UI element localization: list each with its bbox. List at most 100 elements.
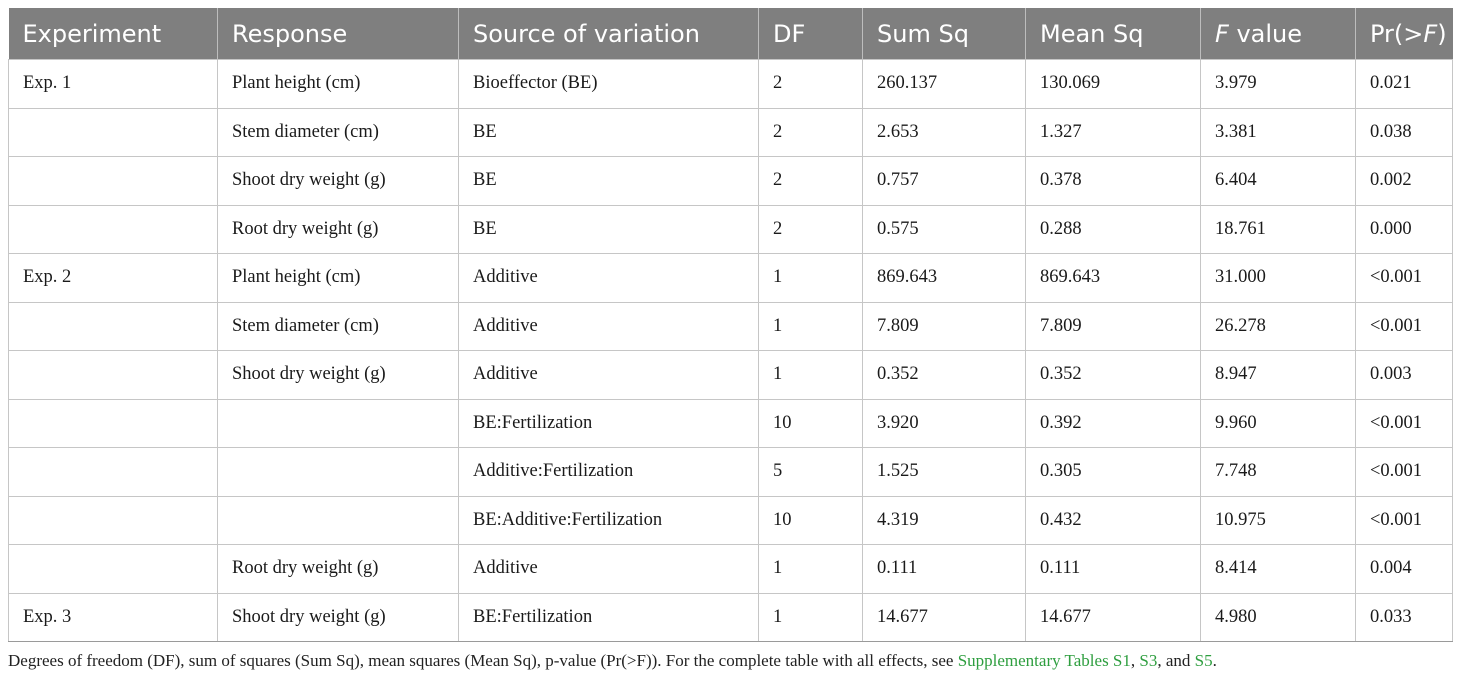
cell-p-value: 0.038 (1355, 107, 1453, 157)
cell-sum-sq: 4.319 (862, 495, 1026, 545)
cell-mean-sq: 0.305 (1025, 447, 1201, 497)
table-row: Stem diameter (cm) BE 2 2.653 1.327 3.38… (8, 107, 1453, 157)
cell-sum-sq: 2.653 (862, 107, 1026, 157)
cell-mean-sq: 7.809 (1025, 301, 1201, 351)
cell-f-value: 3.979 (1200, 59, 1356, 109)
col-header-f-value: F value (1200, 8, 1356, 60)
cell-experiment: Exp. 2 (8, 253, 218, 303)
cell-mean-sq: 0.392 (1025, 398, 1201, 448)
cell-response: Root dry weight (g) (217, 544, 459, 594)
cell-f-value: 31.000 (1200, 253, 1356, 303)
cell-df: 2 (758, 107, 863, 157)
cell-mean-sq: 130.069 (1025, 59, 1201, 109)
cell-sum-sq: 869.643 (862, 253, 1026, 303)
cell-source: Additive (458, 350, 759, 400)
cell-mean-sq: 1.327 (1025, 107, 1201, 157)
cell-experiment (8, 204, 218, 254)
cell-df: 1 (758, 253, 863, 303)
cell-f-value: 26.278 (1200, 301, 1356, 351)
cell-df: 2 (758, 204, 863, 254)
table-row: Exp. 1 Plant height (cm) Bioeffector (BE… (8, 59, 1453, 109)
cell-f-value: 10.975 (1200, 495, 1356, 545)
footnote-text: Degrees of freedom (DF), sum of squares … (8, 651, 958, 670)
cell-mean-sq: 0.352 (1025, 350, 1201, 400)
cell-response: Root dry weight (g) (217, 204, 459, 254)
cell-experiment (8, 398, 218, 448)
cell-source: Additive (458, 253, 759, 303)
col-header-experiment: Experiment (8, 8, 218, 60)
cell-f-value: 8.414 (1200, 544, 1356, 594)
cell-response: Shoot dry weight (g) (217, 592, 459, 642)
table-row: Shoot dry weight (g) Additive 1 0.352 0.… (8, 350, 1453, 400)
cell-response: Shoot dry weight (g) (217, 156, 459, 206)
cell-mean-sq: 0.288 (1025, 204, 1201, 254)
cell-f-value: 3.381 (1200, 107, 1356, 157)
cell-p-value: 0.000 (1355, 204, 1453, 254)
cell-mean-sq: 869.643 (1025, 253, 1201, 303)
cell-source: BE (458, 156, 759, 206)
cell-experiment (8, 350, 218, 400)
cell-f-value: 9.960 (1200, 398, 1356, 448)
cell-response: Plant height (cm) (217, 253, 459, 303)
cell-sum-sq: 7.809 (862, 301, 1026, 351)
cell-mean-sq: 0.378 (1025, 156, 1201, 206)
cell-mean-sq: 0.432 (1025, 495, 1201, 545)
table-row: BE:Fertilization 10 3.920 0.392 9.960 <0… (8, 398, 1453, 448)
cell-p-value: <0.001 (1355, 253, 1453, 303)
cell-source: Additive (458, 544, 759, 594)
col-header-sum-sq: Sum Sq (862, 8, 1026, 60)
cell-sum-sq: 0.575 (862, 204, 1026, 254)
cell-source: BE:Additive:Fertilization (458, 495, 759, 545)
cell-f-value: 7.748 (1200, 447, 1356, 497)
cell-df: 1 (758, 301, 863, 351)
cell-sum-sq: 14.677 (862, 592, 1026, 642)
cell-df: 2 (758, 59, 863, 109)
cell-response: Stem diameter (cm) (217, 301, 459, 351)
col-header-df: DF (758, 8, 863, 60)
footnote-separator: , and (1157, 651, 1195, 670)
cell-source: BE (458, 107, 759, 157)
cell-p-value: 0.002 (1355, 156, 1453, 206)
cell-response: Shoot dry weight (g) (217, 350, 459, 400)
footnote-end: . (1212, 651, 1217, 670)
cell-sum-sq: 0.111 (862, 544, 1026, 594)
cell-response: Plant height (cm) (217, 59, 459, 109)
cell-sum-sq: 1.525 (862, 447, 1026, 497)
cell-experiment: Exp. 1 (8, 59, 218, 109)
cell-source: Additive (458, 301, 759, 351)
cell-response (217, 495, 459, 545)
cell-source: Additive:Fertilization (458, 447, 759, 497)
supplementary-link-s1[interactable]: Supplementary Tables S1 (957, 651, 1131, 670)
col-header-response: Response (217, 8, 459, 60)
supplementary-link-s3[interactable]: S3 (1139, 651, 1158, 670)
cell-experiment (8, 495, 218, 545)
cell-sum-sq: 0.757 (862, 156, 1026, 206)
table-header-row: Experiment Response Source of variation … (8, 8, 1453, 60)
col-header-source: Source of variation (458, 8, 759, 60)
anova-table-container: Experiment Response Source of variation … (8, 8, 1453, 671)
table-row: Exp. 3 Shoot dry weight (g) BE:Fertiliza… (8, 592, 1453, 642)
footnote-separator: , (1130, 651, 1140, 670)
cell-mean-sq: 14.677 (1025, 592, 1201, 642)
table-row: Stem diameter (cm) Additive 1 7.809 7.80… (8, 301, 1453, 351)
col-header-p-value: Pr(>F) (1355, 8, 1453, 60)
cell-f-value: 4.980 (1200, 592, 1356, 642)
cell-p-value: <0.001 (1355, 447, 1453, 497)
cell-df: 10 (758, 495, 863, 545)
supplementary-link-s5[interactable]: S5 (1194, 651, 1213, 670)
cell-source: BE:Fertilization (458, 398, 759, 448)
table-footnote: Degrees of freedom (DF), sum of squares … (8, 651, 1452, 671)
cell-sum-sq: 3.920 (862, 398, 1026, 448)
table-row: Additive:Fertilization 5 1.525 0.305 7.7… (8, 447, 1453, 497)
cell-p-value: <0.001 (1355, 398, 1453, 448)
cell-mean-sq: 0.111 (1025, 544, 1201, 594)
cell-df: 1 (758, 544, 863, 594)
cell-df: 2 (758, 156, 863, 206)
table-row: Shoot dry weight (g) BE 2 0.757 0.378 6.… (8, 156, 1453, 206)
cell-f-value: 6.404 (1200, 156, 1356, 206)
cell-response (217, 398, 459, 448)
table-row: Root dry weight (g) Additive 1 0.111 0.1… (8, 544, 1453, 594)
cell-source: BE (458, 204, 759, 254)
cell-experiment (8, 447, 218, 497)
cell-df: 1 (758, 592, 863, 642)
